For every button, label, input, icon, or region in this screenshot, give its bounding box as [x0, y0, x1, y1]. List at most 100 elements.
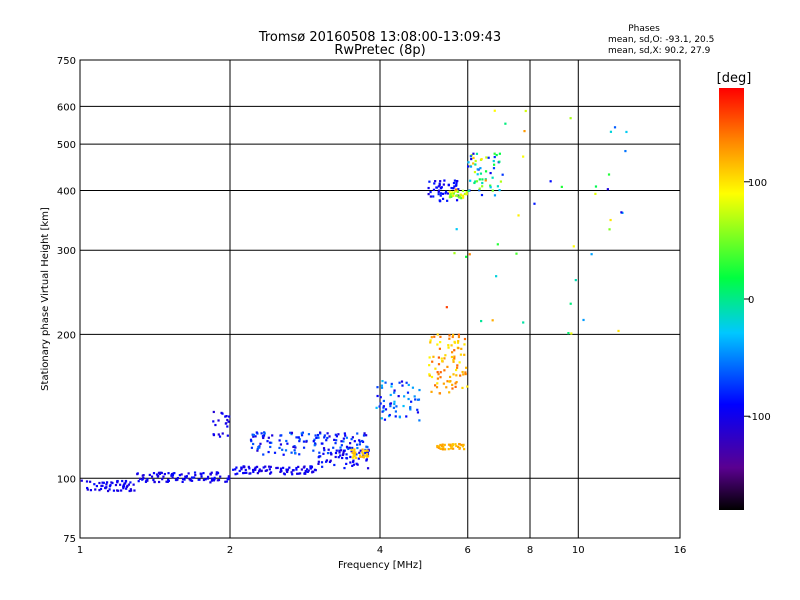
data-point [457, 333, 460, 336]
data-point [146, 478, 149, 481]
data-point [436, 343, 439, 346]
data-point [498, 152, 501, 155]
data-point [310, 465, 313, 468]
data-point [260, 469, 263, 473]
data-point [296, 472, 299, 475]
data-point [450, 355, 454, 359]
data-point [454, 188, 458, 191]
data-point [262, 453, 265, 456]
data-point [455, 181, 458, 185]
data-point [451, 351, 454, 354]
data-point [344, 434, 347, 437]
data-point [467, 161, 470, 164]
data-point [464, 371, 467, 374]
phases-legend-x: mean, sd,X: 90.2, 27.9 [608, 46, 711, 56]
data-point [484, 170, 488, 173]
plot-frame [79, 59, 681, 539]
data-point [122, 487, 125, 490]
data-point [496, 185, 500, 188]
data-points [80, 109, 628, 493]
data-point [473, 181, 476, 185]
data-point [176, 476, 180, 480]
data-point [254, 466, 257, 469]
data-point [455, 199, 459, 202]
data-point [176, 478, 179, 481]
data-point [476, 168, 479, 171]
data-point [263, 431, 266, 434]
data-point [342, 451, 345, 454]
data-point [359, 455, 362, 458]
data-point [346, 446, 349, 450]
data-point [393, 400, 396, 403]
data-point [454, 385, 457, 388]
data-point [345, 445, 349, 448]
data-point [320, 442, 323, 445]
data-point [284, 449, 288, 452]
data-point [455, 380, 458, 384]
data-point [413, 395, 416, 398]
data-point [219, 475, 222, 478]
data-point [193, 471, 197, 474]
data-point [150, 475, 154, 478]
data-point [439, 371, 442, 374]
data-point [361, 451, 364, 454]
colorbar-tick-label: 0 [748, 295, 754, 306]
data-point [112, 489, 116, 492]
data-point [289, 431, 292, 434]
data-point [214, 423, 217, 427]
data-point [478, 178, 481, 181]
data-point [262, 434, 266, 437]
phases-legend-o: mean, sd,O: -93.1, 20.5 [608, 35, 714, 45]
data-point [210, 479, 213, 482]
data-point [132, 483, 135, 486]
data-point [251, 433, 254, 436]
data-point [101, 484, 104, 487]
data-point [361, 455, 364, 458]
data-point [582, 318, 585, 322]
data-point [355, 453, 358, 456]
data-point [463, 343, 466, 346]
data-point [340, 440, 343, 443]
data-point [450, 195, 453, 198]
data-point [427, 193, 430, 196]
data-point [235, 466, 238, 469]
data-point [459, 194, 462, 197]
data-point [444, 192, 447, 195]
data-point [353, 454, 356, 457]
data-point [309, 466, 312, 469]
data-point [523, 129, 526, 133]
data-point [332, 446, 335, 449]
data-point [469, 155, 473, 158]
data-point [119, 483, 122, 486]
data-point [453, 349, 456, 352]
data-point [202, 478, 206, 482]
data-point [450, 447, 453, 450]
data-point [269, 472, 272, 475]
data-point [442, 183, 445, 186]
data-point [358, 443, 361, 446]
data-point [181, 480, 184, 483]
data-point [261, 435, 265, 438]
data-point [190, 476, 194, 479]
data-point [437, 356, 440, 359]
data-point [124, 479, 128, 483]
data-point [256, 472, 259, 475]
data-point [390, 382, 393, 386]
data-point [279, 467, 283, 470]
data-point [439, 443, 442, 447]
data-point [489, 171, 492, 175]
data-point [437, 373, 440, 376]
y-tick-label: 750 [57, 56, 76, 67]
data-point [453, 252, 456, 255]
data-point [95, 484, 98, 488]
data-point [480, 158, 483, 161]
data-point [293, 451, 297, 455]
data-point [364, 451, 367, 454]
data-point [340, 444, 343, 447]
data-point [456, 194, 459, 197]
data-point [457, 445, 460, 448]
y-tick-label: 400 [57, 186, 76, 197]
data-point [343, 466, 346, 470]
data-point [427, 186, 430, 190]
data-point [440, 444, 444, 448]
